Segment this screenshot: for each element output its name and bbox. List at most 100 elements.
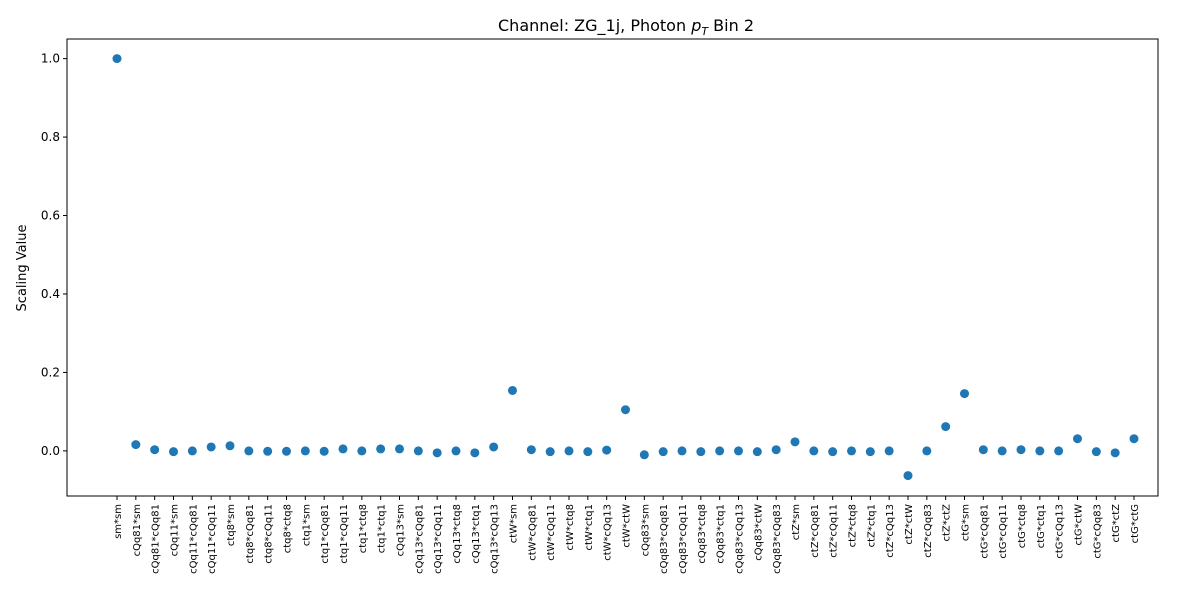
x-tick-label: cQq13*ctq8 — [452, 504, 463, 564]
data-point — [884, 446, 894, 456]
x-tick-label: ctq8*cQq81 — [245, 504, 256, 564]
data-point — [941, 422, 951, 432]
y-tick-label: 0.0 — [41, 444, 60, 458]
x-tick-label: ctW*ctq1 — [584, 504, 595, 550]
x-tick-label: ctG*ctq1 — [1036, 504, 1047, 548]
x-tick-label: ctW*cQq81 — [527, 504, 538, 561]
x-tick-label: cQq11*cQq81 — [188, 504, 199, 574]
chart-title: Channel: ZG_1j, Photon pT Bin 2 — [498, 16, 754, 38]
x-tick-label: ctG*cQq11 — [998, 504, 1009, 559]
y-tick-label: 0.8 — [41, 130, 60, 144]
data-point — [658, 447, 668, 457]
x-tick-label: cQq13*ctq1 — [471, 504, 482, 564]
data-point — [903, 471, 913, 481]
data-points — [112, 54, 1139, 481]
data-point — [564, 446, 574, 456]
y-axis-ticks: 0.0 0.2 0.4 0.6 0.8 1.0 — [41, 52, 67, 458]
data-point — [865, 447, 875, 457]
x-tick-label: cQq81*sm — [132, 504, 143, 556]
x-tick-label: ctq8*cQq11 — [264, 504, 275, 564]
x-tick-label: cQq83*cQq81 — [659, 504, 670, 574]
data-point — [922, 446, 932, 456]
data-point — [978, 445, 988, 455]
x-tick-label: ctW*sm — [509, 504, 520, 543]
data-point — [169, 447, 178, 457]
x-tick-label: cQq83*cQq83 — [772, 504, 783, 574]
x-tick-label: ctq1*cQq11 — [339, 504, 350, 564]
data-point — [1054, 446, 1064, 456]
data-point — [112, 54, 122, 64]
data-point — [621, 405, 630, 415]
x-tick-label: ctZ*ctW — [904, 504, 915, 545]
data-point — [809, 446, 819, 456]
chart-title-sub: T — [701, 25, 709, 38]
y-tick-label: 0.4 — [41, 287, 60, 301]
data-point — [1129, 434, 1139, 444]
data-point — [960, 389, 969, 399]
x-tick-label: ctG*ctG — [1130, 504, 1141, 543]
y-tick-label: 0.2 — [41, 365, 60, 379]
x-tick-label: cQq13*cQq81 — [414, 504, 425, 574]
data-point — [696, 447, 706, 457]
data-point — [489, 442, 499, 452]
plot-area-frame — [66, 38, 1159, 497]
x-tick-label: ctq1*ctq1 — [377, 504, 388, 553]
data-point — [602, 445, 612, 455]
data-point — [847, 446, 856, 456]
data-point — [545, 447, 555, 457]
x-tick-label: ctZ*cQq83 — [923, 504, 934, 558]
x-tick-label: cQq13*sm — [396, 504, 407, 556]
data-point — [413, 446, 423, 456]
data-point — [244, 446, 254, 456]
x-tick-label: ctZ*cQq11 — [829, 504, 840, 558]
x-tick-label: cQq83*sm — [640, 504, 651, 556]
data-point — [828, 447, 838, 457]
data-point — [1110, 448, 1120, 458]
x-tick-label: ctG*ctW — [1074, 504, 1085, 546]
data-point — [1016, 445, 1026, 455]
data-point — [790, 437, 800, 447]
data-point — [470, 448, 480, 458]
x-tick-label: cQq13*cQq13 — [490, 504, 501, 574]
x-tick-label: ctZ*ctq8 — [848, 504, 859, 547]
chart-title-suffix: Bin 2 — [708, 16, 754, 35]
x-tick-label: ctq8*sm — [226, 504, 237, 546]
data-point — [677, 446, 687, 456]
chart-title-prefix: Channel: ZG_1j, Photon — [498, 16, 691, 36]
x-tick-label: ctG*ctZ — [1111, 504, 1122, 543]
data-point — [583, 447, 593, 457]
x-tick-label: cQq83*ctq1 — [716, 504, 727, 564]
x-tick-label: ctq1*sm — [301, 504, 312, 546]
x-tick-label: ctq8*ctq8 — [283, 504, 294, 553]
x-tick-label: sm*sm — [113, 504, 124, 539]
data-point — [771, 445, 781, 455]
data-point — [752, 447, 762, 457]
x-tick-label: ctW*ctW — [622, 504, 633, 548]
x-tick-label: cQq11*sm — [170, 504, 181, 556]
data-point — [395, 444, 404, 454]
x-tick-label: ctZ*ctZ — [942, 504, 953, 542]
x-tick-label: ctW*cQq11 — [546, 504, 557, 561]
data-point — [300, 446, 310, 456]
data-point — [639, 450, 649, 460]
x-tick-label: ctZ*cQq81 — [810, 504, 821, 558]
x-tick-label: cQq81*cQq81 — [151, 504, 162, 574]
data-point — [1035, 446, 1045, 456]
x-tick-label: cQq13*cQq11 — [433, 504, 444, 574]
data-point — [131, 440, 141, 450]
data-point — [1073, 434, 1082, 444]
x-tick-label: ctZ*sm — [791, 504, 802, 540]
x-axis-ticks: sm*sm cQq81*sm cQq81*cQq81 cQq11*sm cQq11*cQ… — [113, 496, 1141, 574]
x-tick-label: cQq83*ctq8 — [697, 504, 708, 564]
x-tick-label: ctZ*ctq1 — [866, 504, 877, 547]
data-point — [150, 445, 160, 455]
x-tick-label: ctW*ctq8 — [565, 504, 576, 550]
data-point — [282, 446, 291, 456]
y-tick-label: 1.0 — [41, 52, 60, 66]
data-point — [526, 445, 536, 455]
data-point — [451, 446, 461, 456]
data-point — [376, 444, 386, 454]
x-tick-label: ctZ*cQq13 — [885, 504, 896, 558]
data-point — [715, 446, 725, 456]
